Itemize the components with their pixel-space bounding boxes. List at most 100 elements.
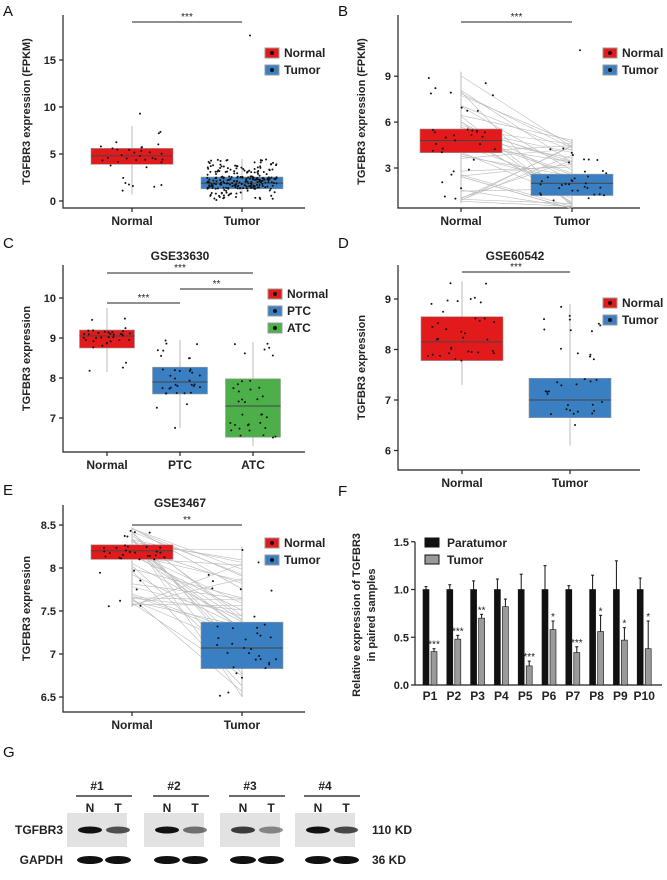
data-point [432,129,435,132]
data-point [229,168,232,171]
y-tick-label: 7 [385,395,391,407]
data-point [239,191,242,194]
bar-tumor [573,652,581,686]
data-point [133,151,136,154]
x-tick-label: P3 [470,689,485,703]
bar-tumor [478,617,485,686]
data-point [116,148,119,151]
data-point [253,615,256,618]
data-point [223,188,226,191]
data-point [254,196,257,199]
data-point [460,330,463,333]
data-point [238,181,241,184]
data-point [576,352,579,355]
data-point [154,554,157,557]
data-point [249,388,252,391]
data-point [546,176,549,179]
data-point [227,691,230,694]
data-point [433,131,436,134]
data-point [567,161,570,164]
band-gapdh [77,856,103,864]
panel-label: B [338,3,348,20]
data-point [233,343,236,346]
paired-line [131,603,243,606]
lane-label: T [342,801,350,815]
data-point [478,319,481,322]
data-point [95,336,98,339]
data-point [259,166,262,169]
data-point [233,170,236,173]
data-point [174,426,177,429]
data-point [258,174,261,177]
data-point [208,178,211,181]
data-point [244,638,247,641]
x-tick-label: Normal [86,458,127,472]
legend-label: Tumor [284,553,321,567]
legend-label: Normal [622,46,663,60]
data-point [564,183,567,186]
data-point [268,189,271,192]
data-point [144,158,147,161]
band-tgfbr3 [259,826,283,834]
data-point [214,187,217,190]
lane-label: N [163,801,172,815]
data-point [437,337,440,340]
data-point [460,106,463,109]
significance-label: *** [511,12,523,23]
data-point [148,151,151,154]
panel-label: C [3,235,14,252]
data-point [470,350,473,353]
data-point [231,185,234,188]
y-tick-label: 0.0 [394,680,409,692]
data-point [589,355,592,358]
data-point [118,339,121,342]
data-point [583,185,586,188]
data-point [259,421,262,424]
data-point [265,416,268,419]
sample-label: #4 [318,779,332,793]
data-point [264,186,267,189]
data-point [239,588,242,591]
data-point [157,143,160,146]
significance-label: * [551,612,555,623]
data-point [222,176,225,179]
data-point [442,310,445,313]
y-axis-label: TGFBR3 expression [21,306,33,411]
data-point [267,181,270,184]
data-point [160,183,163,186]
data-point [159,546,162,549]
data-point [138,154,141,157]
data-point [234,186,237,189]
data-point [543,318,546,321]
sample-label: #2 [167,779,181,793]
data-point [583,378,586,381]
data-point [178,369,181,372]
data-point [230,429,233,432]
data-point [252,176,255,179]
data-point [133,569,136,572]
data-point [493,148,496,151]
data-point [210,191,213,194]
data-point [576,189,579,192]
data-point [122,330,125,333]
data-point [264,667,267,670]
band-tgfbr3 [306,826,330,834]
data-point [123,534,126,537]
legend-label: Tumor [622,313,659,327]
data-point [245,178,248,181]
x-tick-label: ATC [241,458,265,472]
data-point [446,299,449,302]
band-tgfbr3 [231,826,255,834]
paired-line [131,597,243,601]
data-point [259,165,262,168]
data-point [463,332,466,335]
data-point [155,406,158,409]
data-point [445,328,448,331]
data-point [597,322,600,325]
data-point [266,342,269,345]
data-point [169,374,172,377]
bar-paratumor [565,589,573,686]
data-point [248,429,251,432]
data-point [250,647,253,650]
data-point [219,166,222,169]
